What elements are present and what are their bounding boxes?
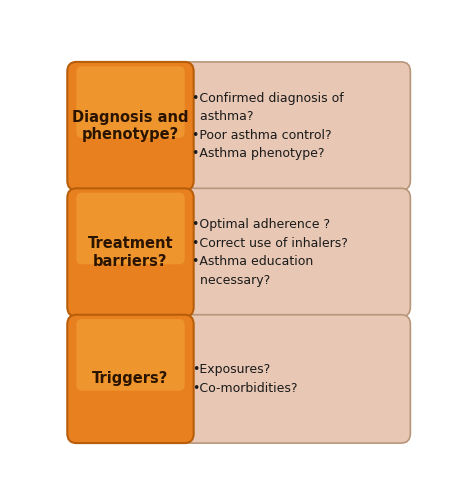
FancyBboxPatch shape — [161, 314, 411, 443]
FancyBboxPatch shape — [76, 319, 185, 390]
Text: •Confirmed diagnosis of
  asthma?
•Poor asthma control?
•Asthma phenotype?: •Confirmed diagnosis of asthma? •Poor as… — [192, 92, 343, 160]
Text: •Optimal adherence ?
•Correct use of inhalers?
•Asthma education
  necessary?: •Optimal adherence ? •Correct use of inh… — [192, 218, 348, 287]
FancyBboxPatch shape — [161, 62, 411, 190]
Text: Treatment
barriers?: Treatment barriers? — [88, 236, 173, 268]
FancyBboxPatch shape — [67, 188, 194, 316]
Text: •Exposures?
•Co-morbidities?: •Exposures? •Co-morbidities? — [192, 363, 297, 394]
FancyBboxPatch shape — [67, 62, 194, 190]
FancyBboxPatch shape — [161, 188, 411, 316]
FancyBboxPatch shape — [76, 192, 185, 264]
Text: Triggers?: Triggers? — [92, 372, 169, 386]
FancyBboxPatch shape — [67, 314, 194, 443]
FancyBboxPatch shape — [76, 66, 185, 138]
Text: Diagnosis and
phenotype?: Diagnosis and phenotype? — [72, 110, 189, 142]
